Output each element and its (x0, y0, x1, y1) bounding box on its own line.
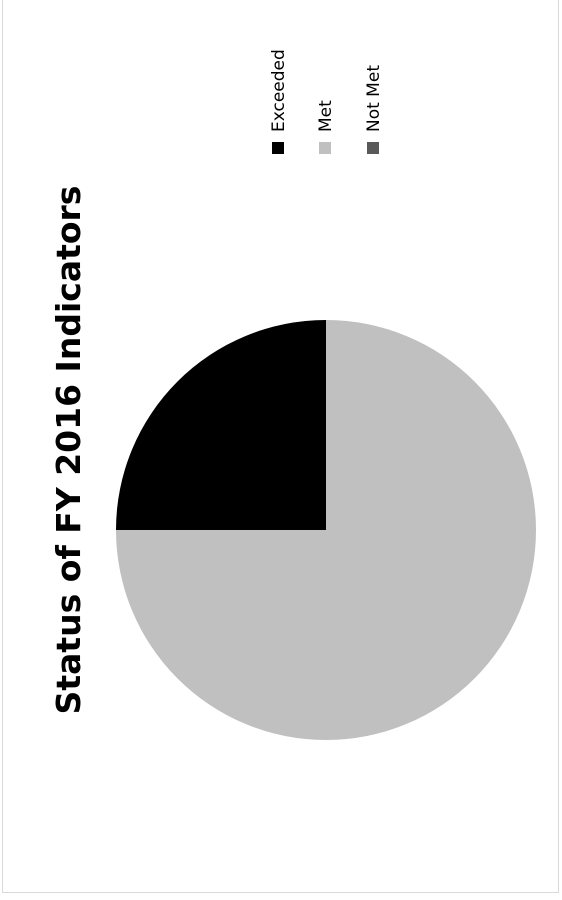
legend-label-not-met: Not Met (364, 65, 384, 132)
legend-marker-exceeded (272, 142, 284, 154)
legend-marker-not-met (367, 142, 379, 154)
legend-marker-met (319, 142, 331, 154)
legend-label-met: Met (316, 100, 336, 132)
legend: Exceeded Met Not Met (269, 49, 384, 154)
chart-title: Status of FY 2016 Indicators (49, 186, 88, 715)
pie-slices (116, 320, 536, 740)
pie-slice-exceeded (116, 320, 326, 530)
pie-slice-met (116, 320, 536, 740)
legend-label-exceeded: Exceeded (269, 49, 289, 132)
